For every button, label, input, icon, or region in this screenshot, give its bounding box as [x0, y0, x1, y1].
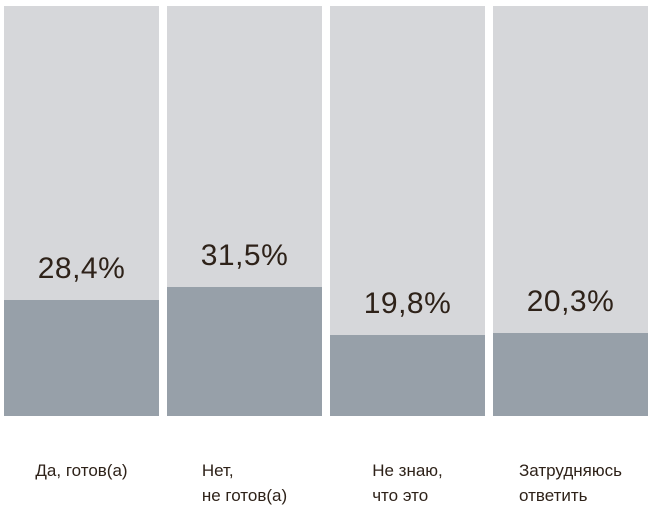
bar-fill	[4, 299, 159, 416]
bar-column-net-ne-gotov: 31,5% Нет, не готов(а)	[167, 6, 322, 505]
bar-value-label: 28,4%	[37, 251, 126, 285]
bar-track: 19,8%	[330, 6, 485, 416]
bar-category: Затрудняюсь ответить	[493, 458, 648, 505]
bar-column-da-gotov: 28,4% Да, готов(а)	[4, 6, 159, 505]
bar-track: 31,5%	[167, 6, 322, 416]
bar-category-label: Да, готов(а)	[35, 461, 128, 480]
bar-category: Да, готов(а)	[4, 458, 159, 483]
bar-fill	[167, 286, 322, 416]
bar-category: Не знаю, что это	[330, 458, 485, 505]
bar-column-ne-znayu: 19,8% Не знаю, что это	[330, 6, 485, 505]
bar-fill	[493, 332, 648, 416]
bar-track: 28,4%	[4, 6, 159, 416]
bar-column-zatrudnyayus: 20,3% Затрудняюсь ответить	[493, 6, 648, 505]
bar-category: Нет, не готов(а)	[167, 458, 322, 505]
bar-value-label: 31,5%	[200, 238, 289, 272]
bar-fill	[330, 334, 485, 416]
bar-value-label: 19,8%	[363, 286, 452, 320]
bar-category-label: Не знаю, что это	[372, 461, 443, 505]
bar-category-label: Нет, не готов(а)	[201, 461, 288, 505]
bar-category-label: Затрудняюсь ответить	[519, 461, 622, 505]
bar-value-label: 20,3%	[526, 284, 615, 318]
bar-track: 20,3%	[493, 6, 648, 416]
